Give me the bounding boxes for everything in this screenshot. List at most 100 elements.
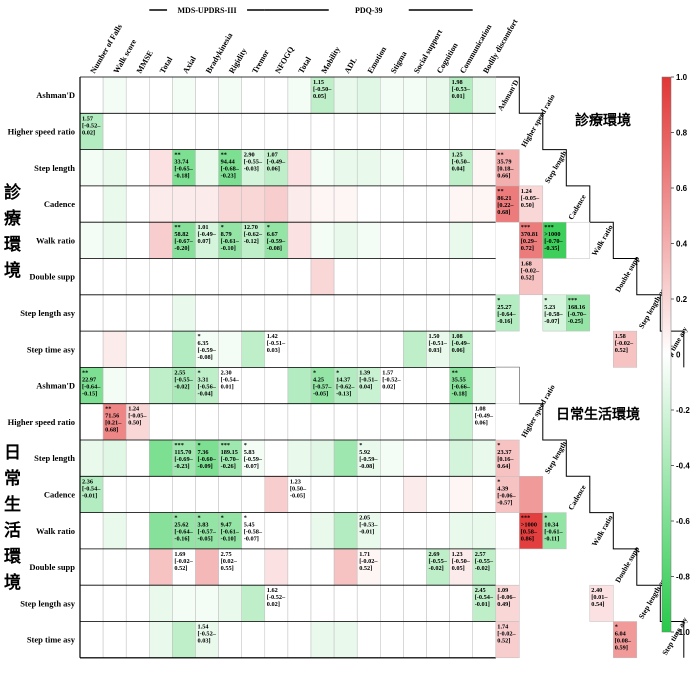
- cell-annotation: 1.39 [-0.51– 0.04]: [359, 369, 378, 390]
- heatmap-cell: [195, 476, 219, 513]
- heatmap-cell: [380, 512, 404, 550]
- row-label: Ashman'D: [36, 381, 75, 391]
- heatmap-cell: [449, 621, 473, 659]
- triangle-annotation: * 5.23 [-0.58– -0.07]: [544, 297, 563, 325]
- heatmap-cell: [241, 76, 266, 114]
- heatmap-cell: [403, 113, 427, 150]
- heatmap-cell: [172, 185, 196, 223]
- heatmap-cell: [241, 185, 266, 223]
- cell-annotation: 2.55 [-0.55– -0.02]: [174, 369, 193, 390]
- heatmap-cell: [472, 476, 497, 513]
- heatmap-cell: [356, 294, 381, 332]
- triangle-bg: [495, 403, 543, 440]
- colorbar-tick-label: -1.0: [676, 628, 690, 637]
- heatmap-cell: [449, 185, 473, 223]
- column-label: ADL: [343, 56, 359, 75]
- heatmap-cell: [264, 76, 289, 114]
- cell-annotation: * 4.25 [-0.57– -0.05]: [313, 369, 332, 397]
- triangle-cell: [519, 258, 544, 296]
- heatmap-cell: [264, 185, 289, 223]
- heatmap-cell: [125, 294, 150, 332]
- triangle-outline: [495, 366, 685, 658]
- heatmap-cell: [241, 258, 266, 296]
- row-label: Step time asy: [27, 635, 76, 645]
- cell-annotation: 1.07 [-0.49– 0.06]: [267, 152, 286, 173]
- heatmap-cell: [125, 185, 150, 223]
- heatmap-cell: [102, 330, 127, 368]
- row-label: Step length: [34, 453, 75, 463]
- heatmap-cell: [380, 439, 404, 477]
- heatmap-cell: [79, 185, 104, 223]
- heatmap-cell: [449, 439, 473, 477]
- column-label: Tremor: [250, 48, 271, 75]
- row-label: Step length: [34, 163, 75, 173]
- heatmap-cell: [449, 221, 473, 259]
- heatmap-cell: [195, 149, 219, 187]
- heatmap-cell: [241, 476, 266, 513]
- heatmap-cell: [426, 76, 450, 114]
- heatmap-cell: [310, 512, 335, 550]
- heatmap-cell: [125, 149, 150, 187]
- cell-annotation: * 3.31 [-0.56– -0.04]: [198, 369, 217, 397]
- heatmap-cell: [403, 548, 427, 586]
- heatmap-cell: [333, 149, 358, 187]
- heatmap-cell: [310, 548, 335, 586]
- heatmap-cell: [102, 512, 127, 550]
- heatmap-cell: [449, 258, 473, 296]
- heatmap-cell: [195, 258, 219, 296]
- heatmap-cell: [333, 403, 358, 441]
- section-label-daily: 日常生活環境: [4, 443, 21, 593]
- heatmap-cell: [149, 258, 173, 296]
- cell-annotation: *** 189.15 [-0.70– -0.26]: [221, 442, 240, 470]
- heatmap-cell: [380, 584, 404, 622]
- heatmap-cell: [264, 367, 289, 404]
- heatmap-cell: [125, 258, 150, 296]
- triangle-annotation: * 10.34 [-0.61– -0.11]: [544, 515, 563, 543]
- heatmap-cell: [310, 330, 335, 368]
- heatmap-cell: [333, 439, 358, 477]
- triangle-cell: [495, 548, 520, 586]
- heatmap-cell: [195, 403, 219, 441]
- column-label: Emotion: [366, 45, 389, 75]
- heatmap-cell: [172, 294, 196, 332]
- heatmap-cell: [264, 439, 289, 477]
- heatmap-cell: [403, 258, 427, 296]
- heatmap-cell: [102, 548, 127, 586]
- heatmap-cell: [79, 403, 104, 441]
- heatmap-cell: [79, 512, 104, 550]
- heatmap-cell: [403, 149, 427, 187]
- heatmap-cell: [287, 185, 312, 223]
- heatmap-cell: [287, 548, 312, 586]
- heatmap-cell: [449, 113, 473, 150]
- heatmap-cell: [195, 76, 219, 114]
- row-label: Cadence: [44, 199, 75, 209]
- heatmap-cell: [333, 294, 358, 332]
- triangle-bg: [495, 621, 684, 658]
- heatmap-cell: [79, 621, 104, 659]
- triangle-cell: [589, 584, 614, 622]
- heatmap-cell: [218, 76, 242, 114]
- heatmap-cell: [195, 548, 219, 586]
- heatmap-cell: [310, 584, 335, 622]
- heatmap-cell: [426, 367, 450, 404]
- cell-annotation: 1.57 [-0.52– 0.02]: [82, 115, 101, 136]
- row-label: Double supp: [29, 272, 75, 282]
- cell-annotation: * 3.83 [-0.57– -0.05]: [198, 515, 217, 543]
- cell-annotation: 2.75 [0.02– 0.55]: [221, 551, 238, 572]
- heatmap-cell: [310, 294, 335, 332]
- heatmap-cell: [149, 584, 173, 622]
- triangle-annotation: ** 35.79 [0.18– 0.66]: [497, 152, 514, 180]
- triangle-annotation: 1.74 [-0.02– 0.52]: [497, 624, 516, 645]
- column-label: Stigma: [389, 50, 409, 75]
- column-label: Axial: [181, 54, 198, 75]
- heatmap-cell: [310, 439, 335, 477]
- triangle-bg: [495, 113, 543, 150]
- triangle-annotation: *** >1000 [0.58– 0.86]: [521, 515, 538, 543]
- cell-annotation: 1.08 [-0.49– 0.06]: [475, 406, 494, 427]
- heatmap-cell: [125, 113, 150, 150]
- heatmap-cell: [310, 113, 335, 150]
- heatmap-cell: [426, 439, 450, 477]
- heatmap-cell: [403, 403, 427, 441]
- triangle-annotation: 2.40 [0.01– 0.54]: [591, 587, 608, 608]
